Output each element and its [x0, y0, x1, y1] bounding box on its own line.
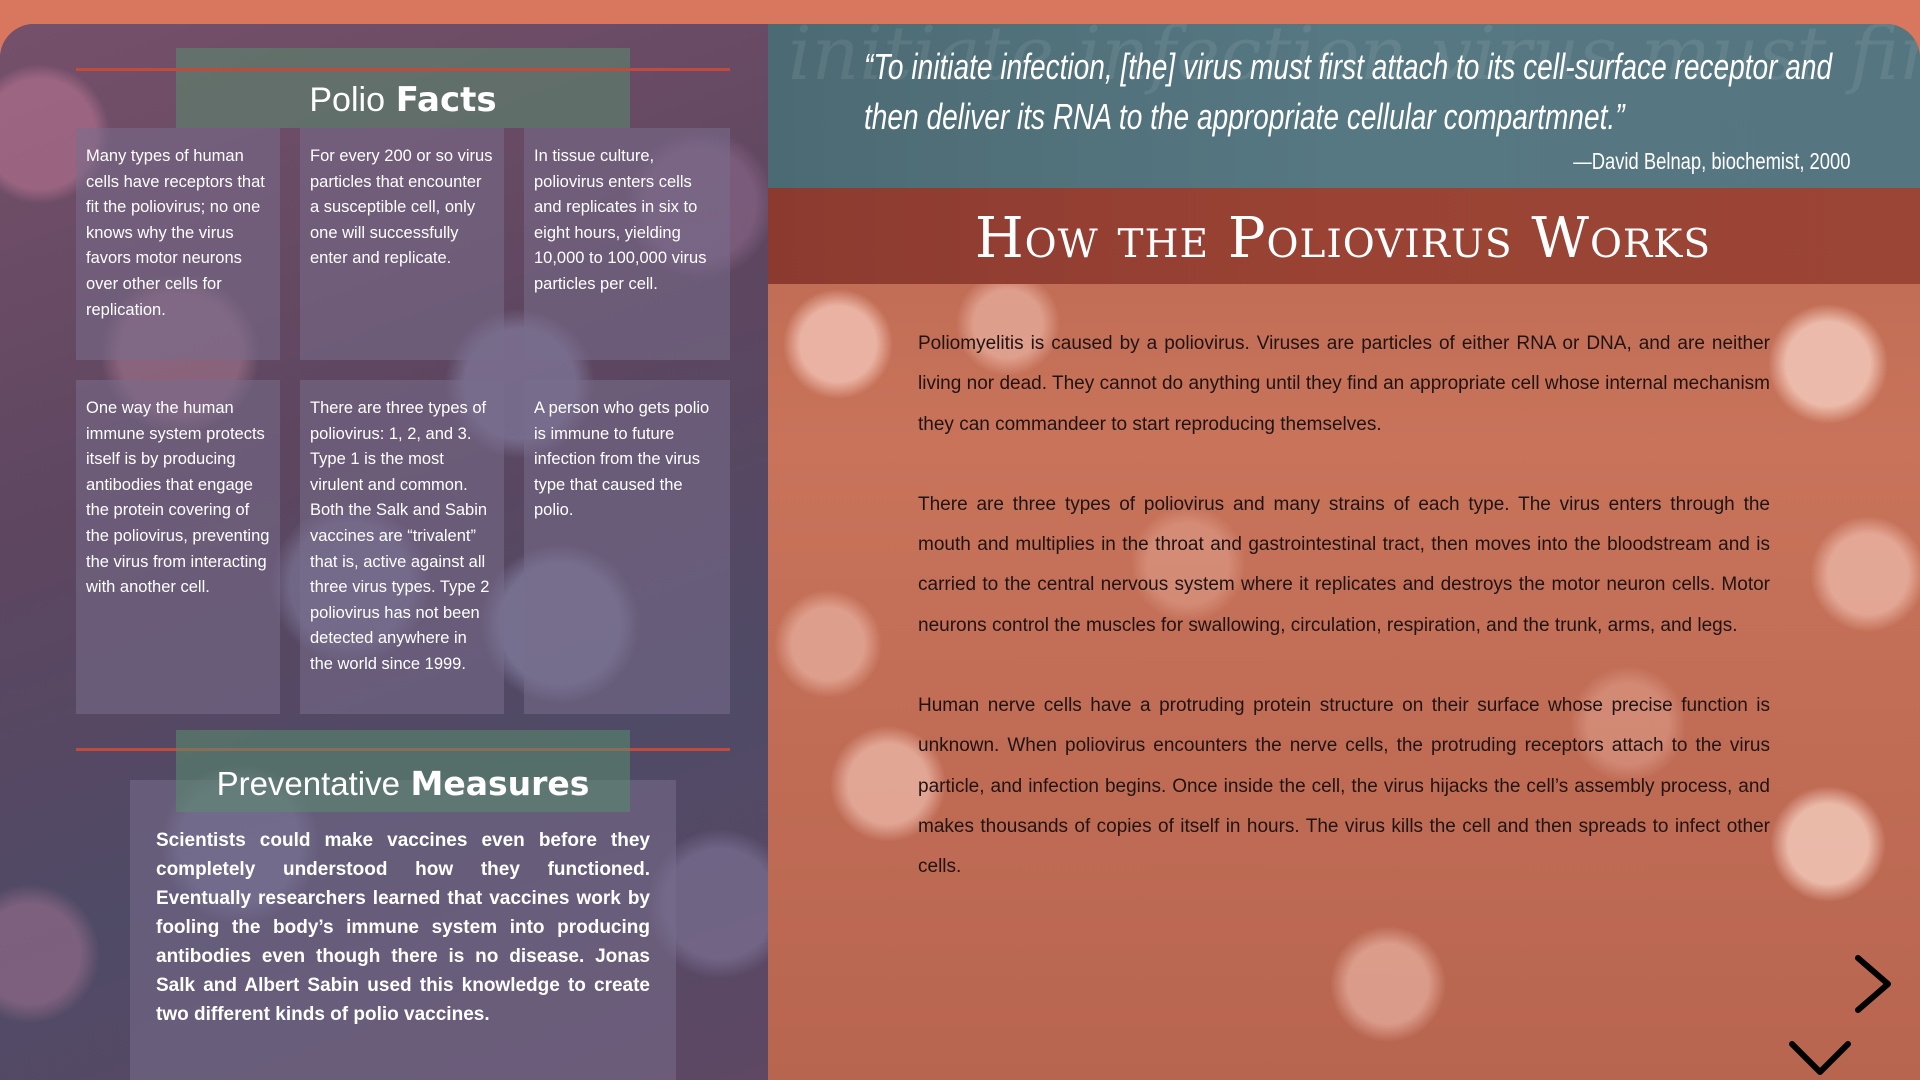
fact-text: There are three types of poliovirus: 1, … [310, 399, 490, 673]
facts-grid: Many types of human cells have receptors… [76, 128, 730, 714]
chevron-down-icon [1789, 1041, 1851, 1075]
body-paragraph: Poliomyelitis is caused by a poliovirus.… [918, 333, 1770, 435]
fact-card: In tissue culture, poliovirus enters cel… [524, 128, 730, 360]
quote-text: “To initiate infection, [the] virus must… [864, 46, 1833, 137]
facts-heading-light: Polio [309, 81, 385, 119]
quote-attribution: —David Belnap, biochemist, 2000 [1572, 148, 1850, 174]
fact-text: In tissue culture, poliovirus enters cel… [534, 147, 707, 293]
quote-background-text: initiate infection virus must first cell… [788, 24, 1920, 97]
fact-card: There are three types of poliovirus: 1, … [300, 380, 504, 714]
fact-card: For every 200 or so virus particles that… [300, 128, 504, 360]
facts-divider [76, 68, 730, 71]
chevron-right-icon [1855, 955, 1891, 1013]
next-button[interactable] [1850, 954, 1894, 1014]
measures-text: Scientists could make vaccines even befo… [156, 830, 650, 1025]
left-panel: Polio Facts Many types of human cells ha… [0, 24, 768, 1080]
right-panel: initiate infection virus must first cell… [768, 24, 1920, 1080]
fact-text: For every 200 or so virus particles that… [310, 147, 493, 268]
page-frame: Polio Facts Many types of human cells ha… [0, 24, 1920, 1080]
quote-band: initiate infection virus must first cell… [768, 24, 1920, 188]
measures-heading: Preventative Measures [176, 764, 630, 803]
title-band: How the Poliovirus Works [768, 188, 1920, 284]
fact-card: Many types of human cells have receptors… [76, 128, 280, 360]
facts-heading: Polio Facts [176, 80, 630, 120]
facts-heading-background [176, 48, 630, 128]
fact-card: A person who gets polio is immune to fut… [524, 380, 730, 714]
fact-text: One way the human immune system protects… [86, 399, 270, 597]
facts-heading-bold: Facts [395, 80, 497, 120]
fact-text: Many types of human cells have receptors… [86, 147, 265, 319]
fact-card: One way the human immune system protects… [76, 380, 280, 714]
body-paragraph: There are three types of poliovirus and … [918, 493, 1770, 636]
main-body: Poliomyelitis is caused by a poliovirus.… [918, 324, 1770, 928]
scroll-down-button[interactable] [1788, 1036, 1852, 1080]
body-paragraph: Human nerve cells have a protruding prot… [918, 695, 1770, 878]
page-title: How the Poliovirus Works [974, 206, 1712, 271]
measures-heading-bold: Measures [410, 764, 590, 803]
fact-text: A person who gets polio is immune to fut… [534, 399, 710, 520]
measures-heading-background [176, 730, 630, 812]
measures-heading-light: Preventative [216, 765, 400, 802]
measures-panel [130, 780, 676, 1080]
